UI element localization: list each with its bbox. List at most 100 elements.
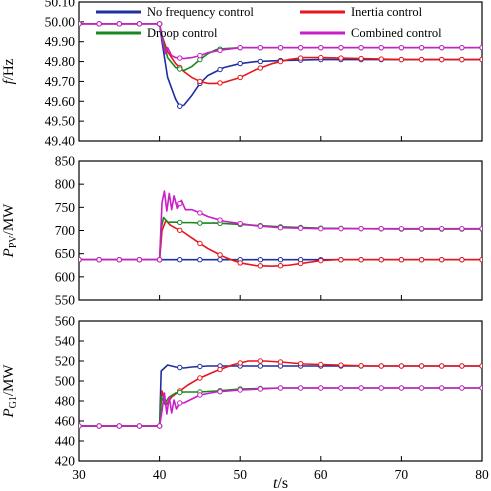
marker-combined-control — [439, 385, 445, 391]
marker-combined-control — [177, 400, 183, 406]
y-axis-label: PPV/MW — [1, 203, 19, 258]
marker-inertia-control — [338, 362, 344, 368]
marker-combined-control — [318, 385, 324, 391]
y-tick-label: 600 — [55, 269, 76, 284]
marker-inertia-control — [439, 56, 445, 63]
y-tick-label: 700 — [55, 223, 76, 238]
marker-inertia-control — [217, 80, 223, 86]
series-line-droop-control — [79, 216, 482, 261]
panel-generator_power: 420 440 460 480 500 520 540 560 30 40 50 60 70 80 t/s P… — [1, 314, 489, 491]
panel-pv_power: 550 600 650 700 750 800 850 PPV/MW — [1, 154, 483, 308]
legend-label-combined-control: Combined control — [351, 26, 442, 40]
series-line-combined-control — [79, 190, 482, 261]
marker-no-frequency-control — [177, 256, 183, 263]
marker-combined-control — [217, 47, 223, 54]
marker-combined-control — [197, 52, 203, 59]
marker-no-frequency-control — [197, 256, 203, 263]
marker-inertia-control — [418, 363, 425, 369]
marker-inertia-control — [318, 361, 324, 368]
marker-inertia-control — [418, 256, 425, 263]
marker-combined-control — [459, 385, 465, 391]
marker-inertia-control — [257, 263, 264, 269]
marker-combined-control — [156, 256, 163, 263]
marker-combined-control — [96, 423, 102, 429]
marker-no-frequency-control — [177, 364, 183, 371]
marker-inertia-control — [398, 363, 405, 369]
plot-frame — [78, 320, 483, 462]
marker-combined-control — [418, 44, 425, 51]
x-axis-label: t/s — [273, 475, 288, 491]
marker-combined-control — [418, 385, 425, 391]
marker-droop-control — [197, 220, 203, 226]
marker-inertia-control — [257, 65, 264, 71]
legend-label-no-frequency-control: No frequency control — [147, 5, 254, 19]
marker-inertia-control — [237, 260, 243, 266]
marker-inertia-control — [277, 58, 284, 65]
marker-inertia-control — [338, 256, 344, 263]
marker-combined-control — [318, 225, 324, 232]
marker-inertia-control — [197, 240, 203, 247]
series-line-combined-control — [79, 387, 482, 427]
marker-combined-control — [116, 21, 123, 27]
marker-inertia-control — [237, 74, 243, 81]
marker-combined-control — [418, 225, 425, 232]
marker-combined-control — [217, 217, 223, 223]
marker-combined-control — [257, 223, 264, 229]
marker-combined-control — [459, 44, 465, 51]
marker-no-frequency-control — [257, 363, 264, 369]
marker-droop-control — [177, 219, 183, 226]
x-tick-label: 30 — [72, 467, 86, 482]
marker-combined-control — [439, 225, 445, 232]
marker-no-frequency-control — [257, 256, 264, 263]
marker-droop-control — [177, 389, 183, 396]
y-tick-label: 850 — [55, 154, 76, 169]
series-line-inertia-control — [79, 23, 482, 85]
y-tick-label: 560 — [55, 314, 76, 329]
marker-combined-control — [257, 44, 264, 51]
marker-combined-control — [237, 220, 243, 227]
marker-combined-control — [79, 256, 82, 263]
y-tick-label: 49.70 — [45, 74, 76, 89]
y-tick-label: 500 — [55, 374, 76, 389]
y-tick-label: 650 — [55, 246, 76, 261]
marker-combined-control — [398, 225, 405, 232]
marker-no-frequency-control — [217, 66, 223, 73]
marker-inertia-control — [318, 257, 324, 264]
y-axis-label: PG1/MW — [1, 364, 19, 419]
marker-combined-control — [338, 225, 344, 232]
marker-inertia-control — [459, 256, 465, 263]
marker-inertia-control — [479, 363, 482, 369]
y-tick-label: 520 — [55, 354, 76, 369]
marker-inertia-control — [318, 54, 324, 61]
marker-no-frequency-control — [197, 363, 203, 370]
marker-combined-control — [197, 392, 203, 398]
marker-combined-control — [156, 21, 163, 27]
y-tick-label: 420 — [55, 454, 76, 469]
marker-inertia-control — [297, 260, 304, 267]
marker-combined-control — [318, 44, 324, 51]
marker-combined-control — [237, 387, 243, 393]
marker-combined-control — [378, 225, 384, 232]
marker-combined-control — [338, 385, 344, 391]
marker-combined-control — [79, 423, 82, 429]
legend-label-droop-control: Droop control — [147, 26, 218, 40]
marker-inertia-control — [398, 56, 405, 63]
marker-combined-control — [358, 225, 364, 232]
marker-combined-control — [378, 44, 384, 51]
marker-inertia-control — [277, 359, 284, 365]
marker-no-frequency-control — [217, 256, 223, 263]
marker-inertia-control — [358, 363, 364, 369]
marker-combined-control — [257, 386, 264, 392]
marker-combined-control — [297, 225, 304, 231]
series-line-droop-control — [79, 387, 482, 427]
marker-inertia-control — [479, 56, 482, 63]
marker-combined-control — [197, 210, 203, 216]
x-tick-label: 80 — [475, 467, 489, 482]
marker-inertia-control — [177, 227, 183, 233]
marker-combined-control — [277, 225, 284, 231]
y-tick-label: 49.40 — [45, 134, 76, 149]
marker-combined-control — [136, 21, 143, 27]
marker-combined-control — [358, 385, 364, 391]
marker-inertia-control — [277, 263, 284, 269]
